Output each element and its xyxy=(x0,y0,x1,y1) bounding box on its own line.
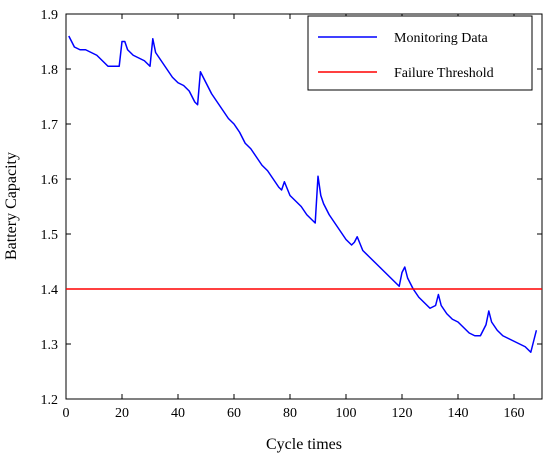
y-tick-label: 1.5 xyxy=(41,228,59,243)
x-tick-label: 80 xyxy=(283,406,297,421)
x-tick-label: 20 xyxy=(115,406,129,421)
x-tick-label: 100 xyxy=(336,406,357,421)
y-tick-label: 1.2 xyxy=(41,393,59,408)
legend-label-monitoring-data: Monitoring Data xyxy=(394,31,488,46)
x-tick-label: 120 xyxy=(392,406,413,421)
series-line-monitoring-data xyxy=(68,35,538,353)
y-tick-label: 1.7 xyxy=(41,118,59,133)
y-tick-label: 1.4 xyxy=(41,283,59,298)
legend: Monitoring Data Failure Threshold xyxy=(307,15,533,91)
series-layer xyxy=(66,35,542,353)
y-tick-label: 1.8 xyxy=(41,63,59,78)
y-axis-label: Battery Capacity xyxy=(3,152,20,260)
x-tick-label: 60 xyxy=(227,406,241,421)
x-axis-label: Cycle times xyxy=(266,436,342,453)
legend-label-failure-threshold: Failure Threshold xyxy=(394,66,494,81)
x-tick-label: 40 xyxy=(171,406,185,421)
y-tick-label: 1.9 xyxy=(41,8,59,23)
x-tick-label: 140 xyxy=(448,406,469,421)
y-tick-label: 1.3 xyxy=(41,338,59,353)
legend-box xyxy=(307,15,533,91)
x-tick-label: 160 xyxy=(504,406,525,421)
y-axis-ticks: 1.2 1.3 1.4 1.5 1.6 1.7 1.8 1.9 xyxy=(41,8,542,408)
y-tick-label: 1.6 xyxy=(41,173,59,188)
x-tick-label: 0 xyxy=(63,406,70,421)
